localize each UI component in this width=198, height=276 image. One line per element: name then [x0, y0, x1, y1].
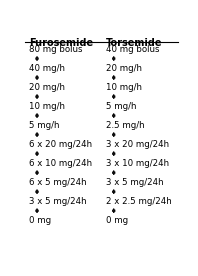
Text: 3 x 20 mg/24h: 3 x 20 mg/24h	[106, 140, 169, 149]
Text: 20 mg/h: 20 mg/h	[106, 63, 142, 73]
Text: 5 mg/h: 5 mg/h	[29, 121, 60, 130]
Text: 0 mg: 0 mg	[106, 216, 128, 225]
Text: 6 x 20 mg/24h: 6 x 20 mg/24h	[29, 140, 92, 149]
Text: 3 x 10 mg/24h: 3 x 10 mg/24h	[106, 159, 169, 168]
Text: Furosemide: Furosemide	[29, 38, 93, 48]
Text: 2 x 2.5 mg/24h: 2 x 2.5 mg/24h	[106, 197, 172, 206]
Text: 6 x 10 mg/24h: 6 x 10 mg/24h	[29, 159, 92, 168]
Text: 2.5 mg/h: 2.5 mg/h	[106, 121, 145, 130]
Text: 40 mg bolus: 40 mg bolus	[106, 44, 160, 54]
Text: 3 x 5 mg/24h: 3 x 5 mg/24h	[29, 197, 87, 206]
Text: 80 mg bolus: 80 mg bolus	[29, 44, 83, 54]
Text: 40 mg/h: 40 mg/h	[29, 63, 65, 73]
Text: 20 mg/h: 20 mg/h	[29, 83, 65, 92]
Text: 10 mg/h: 10 mg/h	[106, 83, 142, 92]
Text: 5 mg/h: 5 mg/h	[106, 102, 137, 111]
Text: Torsemide: Torsemide	[106, 38, 163, 48]
Text: 6 x 5 mg/24h: 6 x 5 mg/24h	[29, 178, 87, 187]
Text: 10 mg/h: 10 mg/h	[29, 102, 65, 111]
Text: 3 x 5 mg/24h: 3 x 5 mg/24h	[106, 178, 164, 187]
Text: 0 mg: 0 mg	[29, 216, 51, 225]
